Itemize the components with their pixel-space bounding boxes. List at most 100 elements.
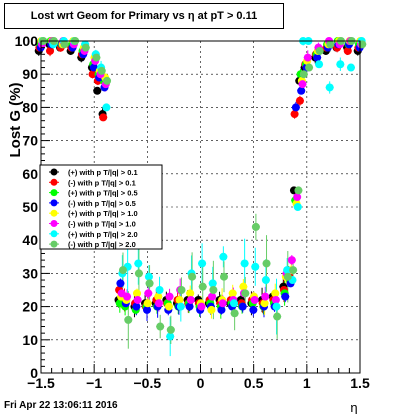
data-point xyxy=(144,272,153,281)
data-point xyxy=(185,302,194,311)
data-point xyxy=(272,302,281,311)
data-point xyxy=(97,66,106,75)
legend-entry-label: (-) with p T/|q| > 0.1 xyxy=(68,178,136,187)
data-point xyxy=(343,46,352,55)
data-point xyxy=(240,259,249,268)
data-point xyxy=(208,292,217,301)
y-axis-label: Lost G (%) xyxy=(7,83,24,158)
data-point xyxy=(198,259,207,268)
data-point xyxy=(271,289,280,298)
legend-entry-label: (-) with p T/|q| > 0.5 xyxy=(68,199,136,208)
data-point xyxy=(238,302,247,311)
data-point xyxy=(197,302,206,311)
data-point xyxy=(99,113,108,122)
data-point xyxy=(315,60,324,69)
data-point xyxy=(229,299,238,308)
data-point xyxy=(133,295,142,304)
data-point xyxy=(325,83,334,92)
data-point xyxy=(230,309,239,318)
data-point xyxy=(281,292,290,301)
data-point xyxy=(165,292,174,301)
data-point xyxy=(208,279,217,288)
data-point xyxy=(294,186,303,195)
data-point xyxy=(154,299,163,308)
legend: (+) with p T/|q| > 0.1(-) with p T/|q| >… xyxy=(39,164,163,250)
data-point xyxy=(250,295,259,304)
data-point xyxy=(132,302,141,311)
data-point xyxy=(358,40,367,49)
y-tick-label: 0 xyxy=(30,365,38,381)
data-point xyxy=(293,203,302,211)
data-point xyxy=(283,272,292,281)
legend-entry-label: (-) with p T/|q| > 1.0 xyxy=(68,220,136,229)
data-point xyxy=(273,312,282,321)
data-point xyxy=(116,279,125,288)
chart-title: Lost wrt Geom for Primary vs η at pT > 0… xyxy=(30,10,258,22)
x-tick-label: 0.5 xyxy=(244,375,264,391)
data-point xyxy=(177,286,186,294)
data-point xyxy=(143,305,152,314)
data-point xyxy=(239,282,248,291)
y-tick-label: 60 xyxy=(22,166,38,182)
legend-marker xyxy=(50,178,58,186)
x-tick-label: 1 xyxy=(303,375,311,391)
data-point xyxy=(124,315,133,324)
x-tick-label: −0.5 xyxy=(134,375,162,391)
data-point xyxy=(60,40,69,49)
data-point xyxy=(326,40,335,49)
x-tick-label: −1 xyxy=(86,375,102,391)
legend-marker xyxy=(50,168,58,176)
data-point xyxy=(46,46,55,55)
legend-box xyxy=(39,164,163,250)
data-point xyxy=(346,63,355,72)
y-tick-label: 90 xyxy=(22,66,38,82)
data-point xyxy=(260,299,269,308)
data-point xyxy=(261,276,270,285)
y-tick-label: 10 xyxy=(22,332,38,348)
data-point xyxy=(291,103,300,112)
data-point xyxy=(89,63,98,72)
data-point xyxy=(144,289,153,298)
data-point xyxy=(175,295,184,304)
data-point xyxy=(81,43,90,52)
data-point xyxy=(198,282,207,291)
data-point xyxy=(154,292,163,301)
y-tick-label: 70 xyxy=(22,133,38,149)
y-tick-label: 100 xyxy=(15,33,39,49)
data-point xyxy=(155,286,164,294)
y-tick-label: 50 xyxy=(22,199,38,215)
data-point xyxy=(217,305,226,314)
legend-entry-label: (+) with p T/|q| > 0.5 xyxy=(68,189,138,198)
x-tick-label: 0 xyxy=(197,375,205,391)
legend-marker xyxy=(50,209,58,217)
timestamp-footer: Fri Apr 22 13:06:11 2016 xyxy=(4,400,118,411)
data-point xyxy=(164,302,173,311)
y-tick-label: 20 xyxy=(22,299,38,315)
legend-marker xyxy=(50,199,58,207)
data-point xyxy=(186,295,195,304)
data-point xyxy=(228,289,237,298)
data-point xyxy=(336,60,345,69)
data-point xyxy=(145,279,154,288)
data-point xyxy=(134,269,143,278)
data-point xyxy=(297,86,306,95)
data-point xyxy=(93,86,102,95)
data-point xyxy=(241,289,250,298)
data-point xyxy=(143,299,152,308)
y-tick-label: 30 xyxy=(22,265,38,281)
data-point xyxy=(207,305,216,314)
data-point xyxy=(103,76,112,85)
data-point xyxy=(262,259,271,268)
legend-marker xyxy=(50,189,58,197)
y-tick-label: 40 xyxy=(22,232,38,248)
legend-entry-label: (+) with p T/|q| > 1.0 xyxy=(68,209,138,218)
data-point xyxy=(186,289,195,298)
data-point xyxy=(176,302,185,311)
data-point xyxy=(303,53,312,62)
x-tick-label: −1.5 xyxy=(27,375,55,391)
data-point xyxy=(289,266,298,275)
data-point xyxy=(133,289,142,298)
data-point xyxy=(290,110,299,119)
